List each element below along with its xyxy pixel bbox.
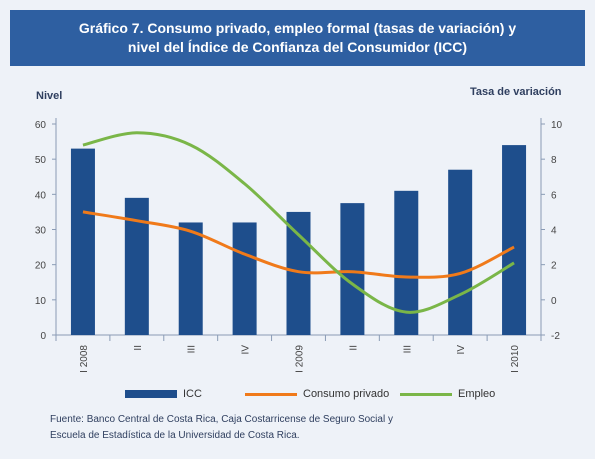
x-tick-label: II	[133, 345, 144, 351]
right-tick-label: -2	[551, 331, 560, 342]
left-tick-label: 0	[40, 331, 46, 342]
right-tick-label: 2	[551, 261, 557, 272]
left-tick-label: 30	[35, 226, 47, 237]
x-tick-label: IV	[241, 345, 252, 355]
legend-swatch-empleo	[400, 393, 452, 396]
x-tick-label: I 2010	[510, 345, 521, 373]
legend-swatch-consumo	[245, 393, 297, 396]
bar-icc	[340, 203, 364, 335]
left-tick-label: 50	[35, 155, 47, 166]
left-tick-label: 60	[35, 120, 47, 131]
right-tick-label: 8	[551, 155, 557, 166]
legend-item-icc: ICC	[125, 384, 202, 404]
right-tick-label: 6	[551, 190, 557, 201]
right-tick-label: 0	[551, 296, 557, 307]
plot-region: Nivel Tasa de variación 0 10 20 30 40 50 60 -2 0…	[10, 78, 585, 400]
legend-label-icc: ICC	[183, 388, 202, 400]
bar-icc	[448, 170, 472, 335]
legend: ICC Consumo privado Empleo	[0, 384, 595, 404]
bar-icc	[233, 222, 257, 335]
bar-icc	[71, 149, 95, 335]
x-tick-label: III	[187, 345, 198, 353]
x-tick-label: I 2009	[295, 345, 306, 373]
chart-title-line-2: nivel del Índice de Confianza del Consum…	[128, 38, 467, 57]
source-line-1: Fuente: Banco Central de Costa Rica, Caj…	[50, 412, 590, 428]
bar-icc	[502, 145, 526, 335]
left-tick-label: 10	[35, 296, 47, 307]
bar-icc	[179, 222, 203, 335]
x-tick-label: I 2008	[79, 345, 90, 373]
left-tick-label: 40	[35, 190, 47, 201]
x-tick-label: IV	[456, 345, 467, 355]
right-tick-label: 4	[551, 226, 557, 237]
source-line-2: Escuela de Estadística de la Universidad…	[50, 428, 590, 444]
legend-item-consumo: Consumo privado	[245, 384, 389, 404]
source-note: Fuente: Banco Central de Costa Rica, Caj…	[50, 412, 590, 444]
chart-title: Gráfico 7. Consumo privado, empleo forma…	[10, 10, 585, 66]
legend-label-empleo: Empleo	[458, 388, 495, 400]
chart-title-line-1: Gráfico 7. Consumo privado, empleo forma…	[79, 19, 516, 38]
left-tick-label: 20	[35, 261, 47, 272]
legend-swatch-icc	[125, 390, 177, 398]
x-tick-label: III	[402, 345, 413, 353]
legend-label-consumo: Consumo privado	[303, 388, 389, 400]
right-tick-label: 10	[551, 120, 563, 131]
legend-item-empleo: Empleo	[400, 384, 495, 404]
x-tick-label: II	[348, 345, 359, 351]
